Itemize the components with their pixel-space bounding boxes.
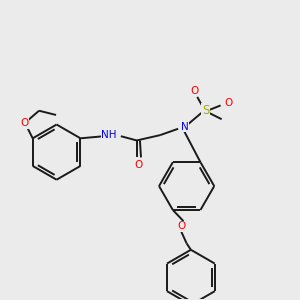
Text: N: N	[181, 122, 188, 132]
Text: NH: NH	[101, 130, 117, 140]
Text: S: S	[202, 104, 209, 117]
Text: O: O	[20, 118, 28, 128]
Text: O: O	[177, 221, 185, 231]
Text: O: O	[224, 98, 232, 108]
Text: O: O	[135, 160, 143, 170]
Text: O: O	[190, 85, 198, 96]
